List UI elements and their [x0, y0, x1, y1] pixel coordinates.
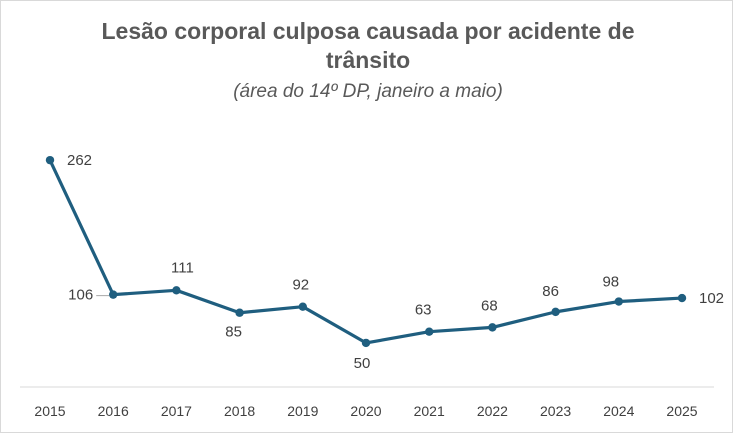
- data-label: 98: [602, 274, 619, 291]
- data-label: 63: [415, 302, 432, 319]
- data-label: 68: [481, 297, 498, 314]
- data-label: 92: [292, 277, 309, 294]
- series-line: [48, 158, 684, 345]
- x-tick-label: 2020: [350, 403, 381, 419]
- x-tick-label: 2025: [666, 403, 697, 419]
- data-point: [614, 297, 623, 306]
- x-tick-label: 2022: [477, 403, 508, 419]
- data-label: 102: [699, 290, 724, 307]
- chart-subtitle: (área do 14º DP, janeiro a maio): [233, 81, 503, 102]
- data-point: [551, 307, 560, 317]
- data-point: [488, 323, 497, 332]
- data-label: 85: [225, 324, 242, 341]
- data-label: 262: [67, 152, 92, 169]
- x-tick-label: 2015: [34, 403, 65, 419]
- x-tick-label: 2024: [603, 403, 634, 419]
- x-tick-label: 2021: [414, 403, 445, 419]
- data-point: [425, 327, 434, 336]
- chart-title: Lesão corporal culposa causada por acide…: [101, 18, 635, 73]
- data-point: [361, 338, 371, 348]
- x-tick-label: 2023: [540, 403, 571, 419]
- data-label: 86: [542, 283, 559, 300]
- data-label: 106: [68, 287, 93, 304]
- data-point: [45, 155, 55, 165]
- x-tick-label: 2017: [161, 403, 192, 419]
- x-tick-label: 2016: [98, 403, 129, 419]
- data-point: [298, 302, 307, 311]
- data-point: [235, 308, 244, 317]
- data-point: [109, 290, 118, 299]
- data-point: [172, 286, 181, 295]
- data-point: [677, 293, 687, 303]
- data-label: 50: [354, 355, 371, 372]
- x-tick-label: 2018: [224, 403, 255, 419]
- data-label: 111: [171, 259, 194, 276]
- x-tick-label: 2019: [287, 403, 318, 419]
